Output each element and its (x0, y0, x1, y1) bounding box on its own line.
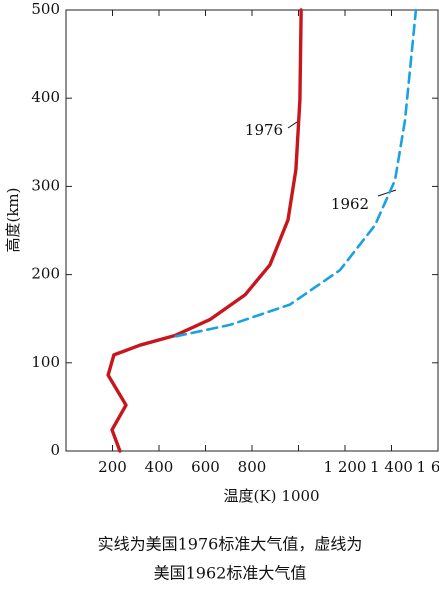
x-tick-label: 600 (191, 458, 220, 476)
y-tick-label: 200 (31, 265, 60, 283)
x-tick-label: 1 200 (324, 458, 367, 476)
y-tick-label: 500 (31, 0, 60, 18)
x-tick-label: 1 600 (417, 458, 439, 476)
y-tick-label: 400 (31, 88, 60, 106)
caption: 实线为美国1976标准大气值，虚线为 (98, 535, 363, 554)
x-tick-label: 200 (98, 458, 127, 476)
series-line (106, 8, 303, 453)
plot-frame (65, 9, 439, 452)
leader-line (377, 189, 397, 197)
y-axis-label: 高度(km) (4, 187, 22, 252)
x-tick-label: 1 400 (370, 458, 413, 476)
y-tick-label: 100 (31, 353, 60, 371)
series-label: 1976 (245, 121, 283, 139)
series-label: 1962 (331, 195, 369, 213)
y-tick-label: 300 (31, 176, 60, 194)
x-tick-label: 800 (238, 458, 267, 476)
caption: 美国1962标准大气值 (154, 564, 307, 583)
series-line (174, 8, 418, 338)
x-axis-label: 温度(K) (224, 487, 277, 505)
y-tick-label: 0 (50, 441, 60, 459)
x-tick-label: 400 (145, 458, 174, 476)
x-tick-label: 1000 (281, 487, 319, 505)
